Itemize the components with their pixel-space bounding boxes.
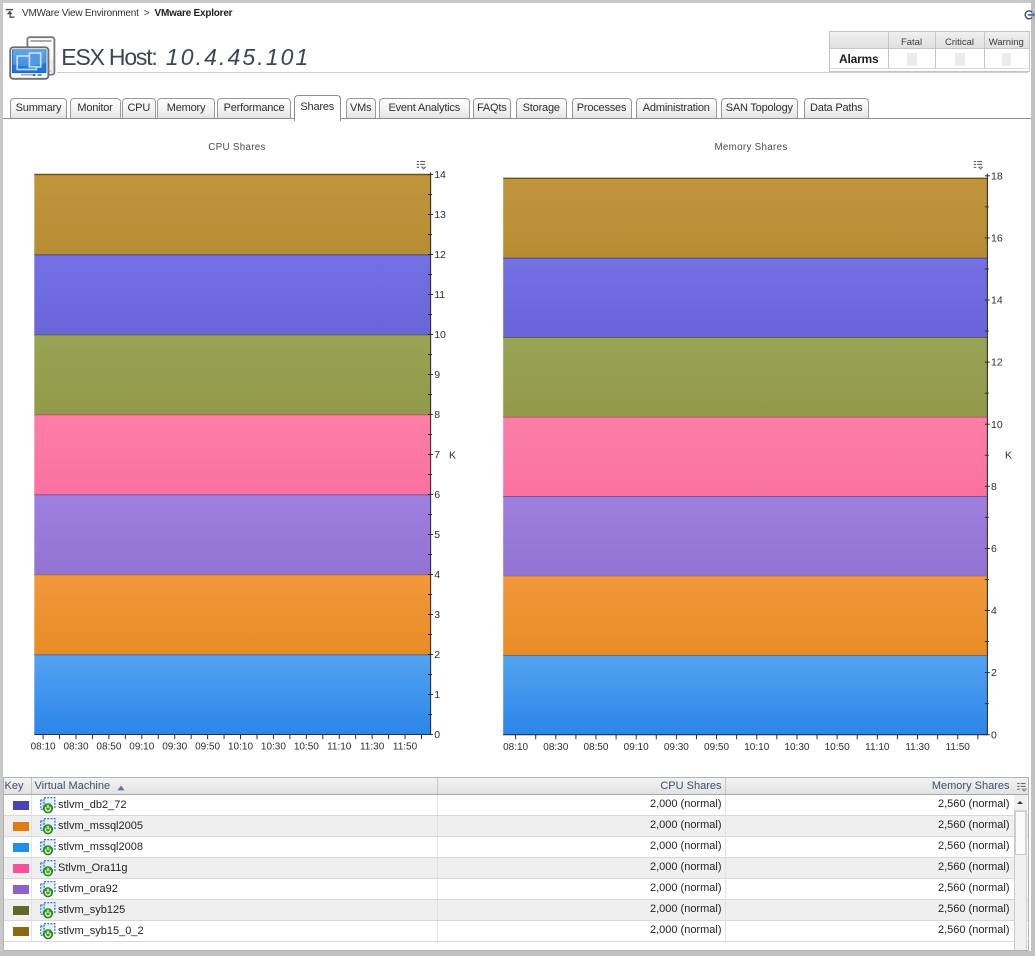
svg-text:12: 12 bbox=[991, 357, 1003, 369]
svg-text:10:10: 10:10 bbox=[744, 742, 769, 753]
svg-text:14: 14 bbox=[434, 169, 446, 181]
svg-text:08:10: 08:10 bbox=[503, 742, 528, 753]
svg-text:K: K bbox=[1005, 450, 1012, 462]
svg-text:6: 6 bbox=[434, 489, 440, 501]
svg-text:0: 0 bbox=[991, 729, 997, 741]
svg-text:13: 13 bbox=[434, 209, 446, 221]
svg-text:09:30: 09:30 bbox=[664, 742, 689, 753]
svg-text:8: 8 bbox=[991, 481, 997, 493]
svg-text:10:50: 10:50 bbox=[294, 742, 319, 753]
svg-text:1: 1 bbox=[434, 689, 440, 701]
svg-text:2: 2 bbox=[434, 649, 440, 661]
svg-text:4: 4 bbox=[434, 569, 440, 581]
svg-text:11:10: 11:10 bbox=[327, 742, 352, 753]
svg-text:9: 9 bbox=[434, 369, 440, 381]
svg-text:08:10: 08:10 bbox=[31, 742, 56, 753]
svg-text:Memory Shares: Memory Shares bbox=[714, 142, 787, 153]
svg-text:09:50: 09:50 bbox=[704, 742, 729, 753]
svg-text:10:50: 10:50 bbox=[825, 742, 850, 753]
svg-text:6: 6 bbox=[991, 543, 997, 555]
svg-text:CPU Shares: CPU Shares bbox=[208, 142, 265, 153]
svg-text:08:30: 08:30 bbox=[543, 742, 568, 753]
svg-text:08:50: 08:50 bbox=[583, 742, 608, 753]
svg-text:3: 3 bbox=[434, 609, 440, 621]
svg-text:10: 10 bbox=[434, 329, 446, 341]
svg-text:2: 2 bbox=[991, 667, 997, 679]
svg-text:5: 5 bbox=[434, 529, 440, 541]
svg-text:10:10: 10:10 bbox=[228, 742, 253, 753]
svg-text:08:50: 08:50 bbox=[96, 742, 121, 753]
svg-text:10: 10 bbox=[991, 419, 1003, 431]
svg-text:11:30: 11:30 bbox=[360, 742, 385, 753]
svg-text:12: 12 bbox=[434, 249, 446, 261]
svg-text:09:50: 09:50 bbox=[195, 742, 220, 753]
svg-text:11:50: 11:50 bbox=[393, 742, 418, 753]
svg-text:14: 14 bbox=[991, 295, 1003, 307]
svg-text:09:30: 09:30 bbox=[162, 742, 187, 753]
svg-text:K: K bbox=[449, 450, 456, 462]
svg-text:11:50: 11:50 bbox=[946, 742, 971, 753]
svg-text:7: 7 bbox=[434, 449, 440, 461]
svg-text:18: 18 bbox=[991, 170, 1003, 182]
svg-text:16: 16 bbox=[991, 233, 1003, 245]
svg-text:10:30: 10:30 bbox=[261, 742, 286, 753]
svg-text:09:10: 09:10 bbox=[129, 742, 154, 753]
svg-text:11: 11 bbox=[434, 289, 445, 301]
svg-text:4: 4 bbox=[991, 605, 997, 617]
svg-text:0: 0 bbox=[434, 729, 440, 741]
svg-text:11:30: 11:30 bbox=[905, 742, 930, 753]
svg-text:08:30: 08:30 bbox=[63, 742, 88, 753]
svg-text:11:10: 11:10 bbox=[865, 742, 890, 753]
svg-text:10:30: 10:30 bbox=[784, 742, 809, 753]
svg-text:8: 8 bbox=[434, 409, 440, 421]
svg-text:09:10: 09:10 bbox=[624, 742, 649, 753]
